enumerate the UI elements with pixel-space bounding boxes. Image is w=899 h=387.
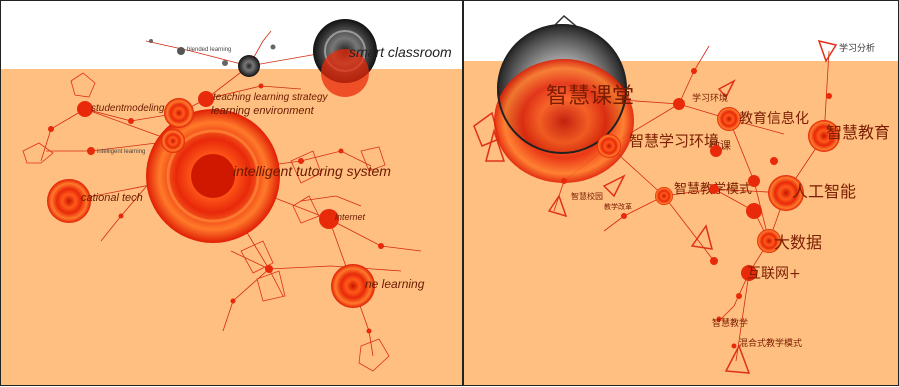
node-learning-environment bbox=[164, 98, 194, 128]
label-educational-technology: cational tech bbox=[81, 192, 143, 204]
label-ai: 人工智能 bbox=[792, 182, 856, 201]
label-blended-mode: 混合式教学模式 bbox=[739, 337, 802, 349]
node-educational-technology bbox=[47, 179, 91, 223]
node-intelligent-learning bbox=[87, 147, 95, 155]
node-blended-mode bbox=[731, 343, 737, 349]
node-smart-classroom bbox=[313, 19, 377, 97]
node-internet bbox=[319, 209, 339, 229]
right-network-canvas: 智慧课堂 学习分析 智慧学习环境 教育信息化 智慧教育 人工智能 智慧教学模式 … bbox=[464, 14, 898, 385]
node-smart-education bbox=[808, 120, 840, 152]
node-internet-plus bbox=[741, 265, 757, 281]
left-keyword-network-panel: smart classroom intelligent tutoring sys… bbox=[0, 0, 463, 386]
left-network-canvas: smart classroom intelligent tutoring sys… bbox=[1, 19, 462, 385]
label-learning-environment: learning environment bbox=[211, 105, 315, 117]
label-student-modeling: studentmodeling bbox=[91, 103, 165, 114]
node-secondary bbox=[161, 129, 185, 153]
node-smart-teaching-mode bbox=[655, 187, 673, 205]
label-blended-learning: blended learning bbox=[187, 47, 231, 53]
node-edu-informatization bbox=[717, 107, 741, 131]
label-big-data: 大数据 bbox=[774, 233, 822, 252]
right-keyword-network-panel: 智慧课堂 学习分析 智慧学习环境 教育信息化 智慧教育 人工智能 智慧教学模式 … bbox=[463, 0, 899, 386]
label-teaching-reform: 教学改革 bbox=[604, 202, 632, 211]
label-smart-education: 智慧教育 bbox=[826, 123, 890, 142]
label-smart-classroom-cn: 智慧课堂 bbox=[546, 84, 634, 109]
gray-nodes bbox=[149, 39, 276, 77]
cluster-shapes bbox=[22, 72, 390, 372]
label-online-learning: ne learning bbox=[365, 277, 425, 291]
label-internet: internet bbox=[335, 212, 366, 222]
minor-nodes bbox=[48, 83, 384, 334]
label-intelligent-tutoring: intelligent tutoring system bbox=[233, 163, 391, 179]
node-smart-teaching bbox=[716, 316, 722, 322]
node-student-modeling bbox=[77, 101, 93, 117]
label-teaching-strategy: teaching learning strategy bbox=[213, 92, 329, 103]
node-smart-learning-env bbox=[597, 134, 621, 158]
label-intelligent-learning: intelligent learning bbox=[97, 149, 145, 155]
minor-nodes bbox=[561, 68, 832, 299]
node-big-data bbox=[757, 229, 781, 253]
label-smart-campus: 智慧校园 bbox=[571, 191, 603, 201]
label-smart-classroom: smart classroom bbox=[349, 44, 452, 60]
label-smart-learning-env: 智慧学习环境 bbox=[629, 132, 719, 150]
node-ai bbox=[768, 175, 804, 211]
node-online-learning bbox=[331, 264, 375, 308]
node-smart-classroom-cn bbox=[494, 24, 634, 183]
label-smart-teaching: 智慧教学 bbox=[712, 317, 748, 329]
label-internet-plus: 互联网+ bbox=[747, 266, 801, 282]
label-learning-env-cn: 学习环境 bbox=[692, 92, 728, 104]
label-edu-informatization: 教育信息化 bbox=[739, 110, 809, 127]
label-learning-analytics: 学习分析 bbox=[839, 42, 875, 54]
node-teaching-strategy bbox=[198, 91, 214, 107]
